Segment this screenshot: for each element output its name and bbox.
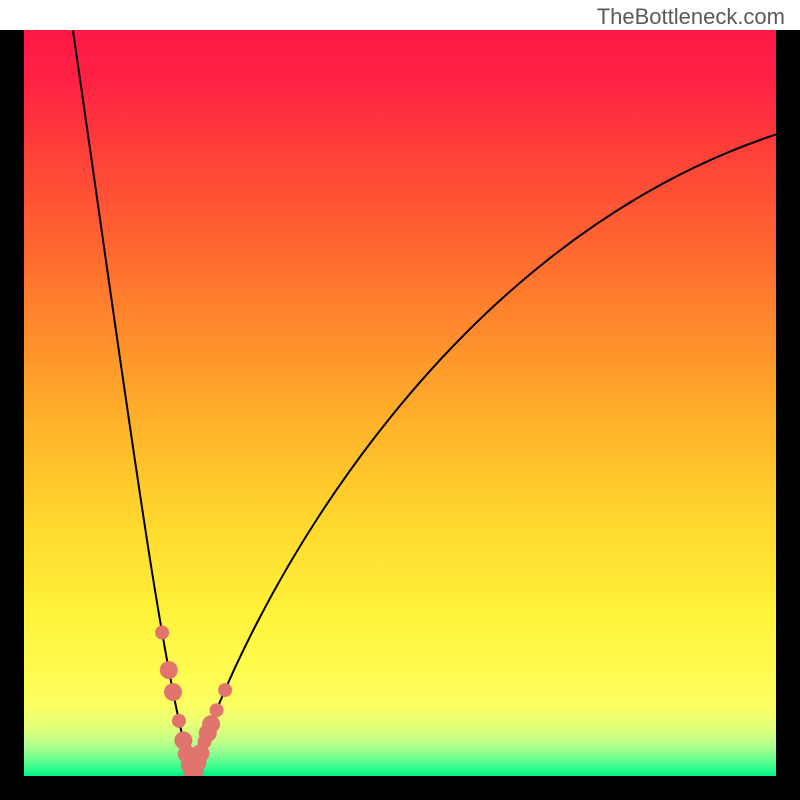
data-marker xyxy=(172,714,186,728)
chart-frame-right xyxy=(776,0,800,800)
data-marker xyxy=(218,683,232,697)
bottleneck-chart: TheBottleneck.com xyxy=(0,0,800,800)
data-marker xyxy=(155,626,169,640)
chart-frame-bottom xyxy=(0,776,800,800)
data-marker xyxy=(202,715,220,733)
chart-plot-background xyxy=(24,30,776,776)
attribution-text: TheBottleneck.com xyxy=(597,4,785,29)
data-marker xyxy=(164,683,182,701)
chart-frame-left xyxy=(0,0,24,800)
data-marker xyxy=(160,661,178,679)
data-marker xyxy=(210,703,224,717)
